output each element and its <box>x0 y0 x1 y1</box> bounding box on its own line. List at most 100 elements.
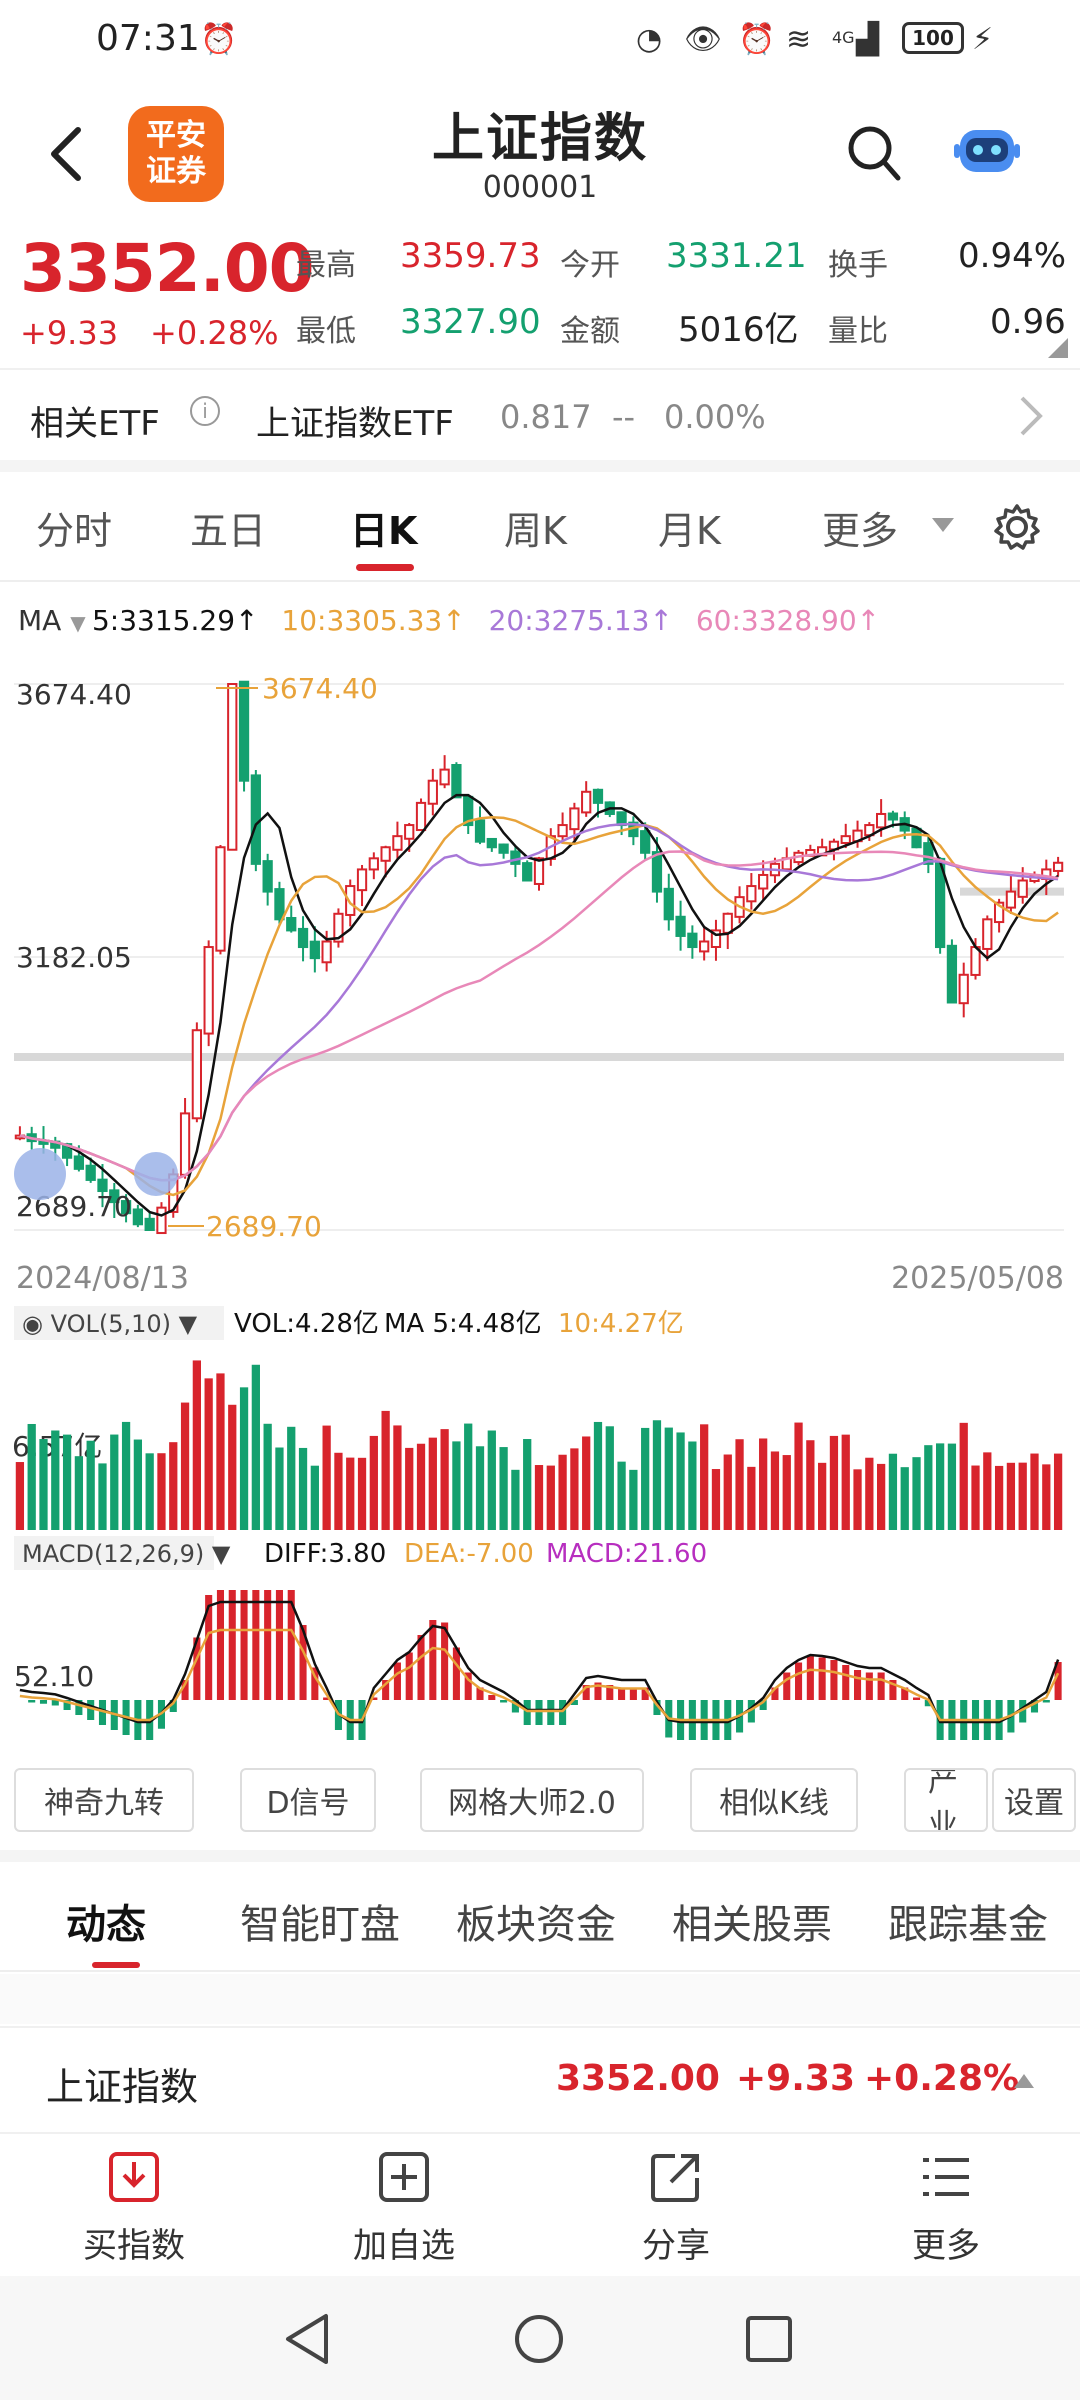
ma10-line <box>19 816 1059 1197</box>
empty-content-area <box>0 1974 1080 2024</box>
macd-legend-dea: DEA:-7.00 <box>404 1539 534 1569</box>
volume-bar <box>381 1410 390 1530</box>
index-summary-row[interactable]: 上证指数 3352.00 +9.33 +0.28% <box>0 2026 1080 2134</box>
candle-body <box>274 888 285 921</box>
network-label: 4G <box>832 27 855 47</box>
vol-legend-value: VOL:4.28亿 <box>234 1309 379 1339</box>
dropdown-icon[interactable] <box>930 516 956 534</box>
tab-intraday[interactable]: 分时 <box>36 509 113 553</box>
low-label: 最低 <box>296 314 356 349</box>
candle-body <box>356 868 368 892</box>
back-icon[interactable] <box>46 124 86 184</box>
add-watchlist-label: 加自选 <box>353 2226 455 2266</box>
volume-bar <box>593 1421 603 1530</box>
buy-index-button[interactable]: 买指数 <box>54 2150 214 2267</box>
candle-body <box>758 873 769 890</box>
volume-bar <box>935 1443 945 1530</box>
y-label-high: 3674.40 <box>16 678 132 711</box>
tab-daily-k[interactable]: 日K <box>350 509 418 553</box>
ma5-line <box>19 793 1059 1217</box>
volume-bar <box>251 1364 260 1530</box>
volume-bar <box>546 1465 555 1530</box>
tab-news[interactable]: 动态 <box>66 1902 146 1948</box>
tool-similar-kline[interactable]: 相似K线 <box>690 1768 858 1832</box>
tab-smart-watch[interactable]: 智能盯盘 <box>240 1902 400 1948</box>
etf-name: 上证指数ETF <box>256 404 454 444</box>
volume-bar <box>770 1451 780 1530</box>
more-button[interactable]: 更多 <box>866 2150 1026 2267</box>
expand-corner-icon[interactable] <box>1048 338 1068 358</box>
macd-title: MACD(12,26,9) ▼ <box>22 1540 231 1568</box>
candle-body <box>651 851 663 893</box>
vol-legend-ma5: MA 5:4.48亿 <box>384 1309 542 1339</box>
logo-line1: 平安 <box>146 118 206 153</box>
macd-dea-line <box>19 1628 1060 1722</box>
volume-bar <box>1006 1462 1016 1530</box>
candle-body <box>946 944 958 1004</box>
candle-body <box>958 973 969 1005</box>
volume-bar <box>464 1423 473 1530</box>
index-price: 3352.00 <box>556 2058 720 2099</box>
volume-bar <box>27 1423 36 1530</box>
volume-bar <box>192 1360 201 1530</box>
candle-body <box>923 842 934 865</box>
chart-period-tabs: 分时 五日 日K 周K 月K 更多 <box>0 472 1080 582</box>
ma-dropdown-icon[interactable]: ▼ <box>70 611 92 635</box>
kline-chart-svg[interactable]: 3674.403182.052689.703674.402689.702024/… <box>0 650 1080 1750</box>
tab-five-day[interactable]: 五日 <box>190 509 267 553</box>
tool-grid-master[interactable]: 网格大师2.0 <box>420 1768 644 1832</box>
tab-more[interactable]: 更多 <box>822 509 899 553</box>
index-name: 上证指数 <box>46 2065 199 2109</box>
candle-body <box>120 1200 132 1215</box>
tab-sector-funds[interactable]: 板块资金 <box>456 1902 616 1948</box>
volume-bar <box>310 1465 319 1530</box>
candle-body <box>710 929 722 948</box>
low-value: 3327.90 <box>400 302 541 342</box>
volume-bar <box>169 1442 178 1530</box>
tool-d-signal[interactable]: D信号 <box>240 1768 376 1832</box>
add-watchlist-button[interactable]: 加自选 <box>324 2150 484 2267</box>
amount-label: 金额 <box>560 314 620 349</box>
etf-change-pct: 0.00% <box>664 398 766 436</box>
ma-label[interactable]: MA <box>18 604 62 637</box>
kline-chart-area[interactable]: 3674.40 3182.05 2689.70 3674.40 2689.70 2024/… <box>0 650 1080 1750</box>
volume-bar <box>853 1469 862 1530</box>
share-button[interactable]: 分享 <box>596 2150 756 2267</box>
broker-logo: 平安 证券 <box>128 106 224 202</box>
vol-legend-ma10: 10:4.27亿 <box>558 1309 684 1339</box>
candle-body <box>333 912 344 943</box>
candle-body <box>675 915 686 937</box>
charging-icon: ⚡ <box>972 21 994 57</box>
volume-bar <box>475 1446 485 1530</box>
tool-settings[interactable]: 设置 <box>992 1768 1076 1832</box>
settings-gear-icon[interactable] <box>992 502 1042 552</box>
volume-bar <box>145 1453 154 1530</box>
candle-body <box>640 830 651 854</box>
tool-industry[interactable]: 产业 <box>904 1768 988 1832</box>
robot-assistant-icon[interactable] <box>952 118 1022 184</box>
tab-related-stocks[interactable]: 相关股票 <box>672 1902 832 1948</box>
system-home-icon[interactable] <box>512 2312 566 2366</box>
high-value: 3359.73 <box>400 236 541 276</box>
ma-legend: MA ▼ 5:3315.29↑ 10:3305.33↑ 20:3275.13↑ … <box>18 604 880 637</box>
tab-weekly-k[interactable]: 周K <box>504 509 567 553</box>
search-icon[interactable] <box>846 124 902 184</box>
collapse-arrow-icon[interactable] <box>1012 2072 1036 2090</box>
volume-bar <box>818 1462 827 1530</box>
volume-bar <box>357 1457 367 1530</box>
speed-icon: ◔ <box>636 21 663 57</box>
volume-bar <box>180 1402 190 1530</box>
related-etf-row[interactable]: 相关ETF i 上证指数ETF 0.817 -- 0.00% <box>0 368 1080 460</box>
price-change: +9.33 <box>20 314 119 352</box>
info-icon[interactable]: i <box>190 396 220 426</box>
candle-body <box>876 812 887 829</box>
tool-magic-nine[interactable]: 神奇九转 <box>14 1768 194 1832</box>
candle-body <box>227 683 238 851</box>
volume-bar <box>605 1426 614 1530</box>
tab-tracking-funds[interactable]: 跟踪基金 <box>888 1902 1048 1948</box>
tab-monthly-k[interactable]: 月K <box>658 509 721 553</box>
volume-bar <box>735 1439 744 1530</box>
system-recents-icon[interactable] <box>744 2314 794 2364</box>
system-back-icon[interactable] <box>282 2312 332 2366</box>
macd-y-label: 52.10 <box>14 1660 94 1693</box>
